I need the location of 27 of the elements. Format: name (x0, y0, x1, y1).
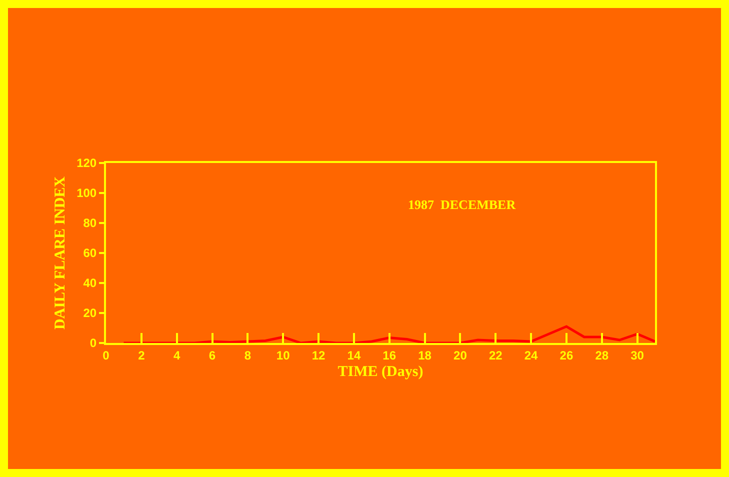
x-tick-label: 4 (173, 348, 180, 362)
x-tick-label: 8 (244, 348, 252, 362)
y-tick-label: 120 (76, 156, 97, 170)
x-tick-label: 22 (488, 348, 503, 362)
annotation: 1987 DECEMBER (408, 197, 516, 212)
x-tick-label: 2 (138, 348, 146, 362)
y-tick-label: 60 (83, 246, 97, 260)
y-tick-label: 20 (83, 306, 97, 320)
x-tick-label: 14 (347, 348, 361, 362)
y-tick-label: 0 (90, 336, 97, 350)
y-tick-label: 100 (76, 186, 97, 200)
x-axis-title: TIME (Days) (338, 364, 424, 380)
y-tick-label: 40 (83, 276, 97, 290)
x-tick-label: 20 (454, 348, 468, 362)
x-tick-label: 30 (630, 348, 644, 362)
x-tick-label: 26 (560, 348, 574, 362)
x-tick-label: 6 (208, 348, 216, 362)
line-series (122, 325, 655, 343)
x-tick-label: 10 (276, 348, 290, 362)
y-axis-title: DAILY FLARE INDEX (52, 176, 68, 330)
x-tick-label: 16 (382, 348, 396, 362)
x-tick-label: 24 (524, 348, 538, 362)
y-tick-label: 80 (83, 216, 97, 230)
x-tick-label: 0 (102, 348, 110, 362)
x-tick-label: 28 (595, 348, 609, 362)
x-tick-label: 18 (418, 348, 432, 362)
x-tick-label: 12 (312, 348, 326, 362)
